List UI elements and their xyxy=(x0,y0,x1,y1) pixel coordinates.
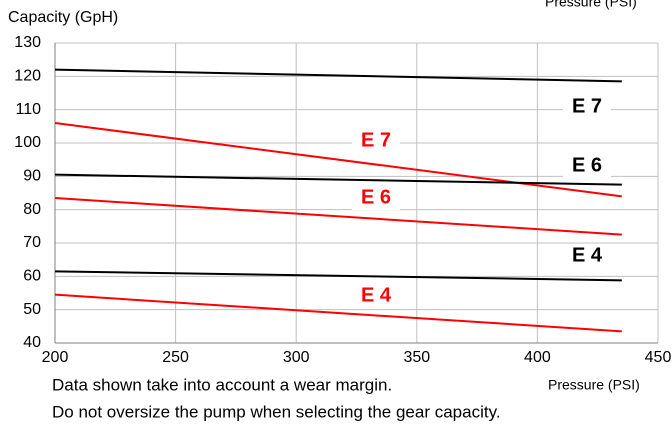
x-tick-label: 400 xyxy=(524,349,551,366)
series-line xyxy=(54,293,622,333)
x-tick-label: 350 xyxy=(403,349,430,366)
label-bg xyxy=(563,244,611,268)
series-label: E 4 xyxy=(572,244,603,266)
y-tick-label: 70 xyxy=(23,234,41,251)
x-tick-label: 200 xyxy=(42,349,69,366)
x-tick-label: 250 xyxy=(162,349,189,366)
series-line xyxy=(54,197,622,236)
y-axis-label: Capacity (GpH) xyxy=(8,9,118,26)
x-axis-label-top: Pressure (PSI) xyxy=(545,0,637,10)
note: Data shown take into account a wear marg… xyxy=(52,375,392,394)
series-label: E 6 xyxy=(572,154,602,176)
y-tick-label: 110 xyxy=(15,101,41,118)
series-line xyxy=(54,270,622,282)
y-tick-label: 60 xyxy=(23,268,41,285)
y-tick-label: 90 xyxy=(23,168,41,185)
series-label: E 4 xyxy=(361,284,392,306)
y-tick-label: 130 xyxy=(14,34,41,51)
y-tick-label: 120 xyxy=(14,68,41,85)
note: Do not oversize the pump when selecting … xyxy=(52,402,501,421)
y-tick-label: 50 xyxy=(23,301,41,318)
label-bg xyxy=(563,154,611,178)
x-tick-label: 300 xyxy=(283,349,310,366)
label-bg xyxy=(352,129,400,153)
series-line xyxy=(54,173,622,186)
series-line xyxy=(54,122,622,198)
label-bg xyxy=(563,95,611,119)
series-line xyxy=(54,68,622,83)
y-tick-label: 100 xyxy=(14,134,41,151)
x-axis-label: Pressure (PSI) xyxy=(548,377,640,393)
label-bg xyxy=(352,186,400,210)
series-label: E 7 xyxy=(361,129,391,151)
y-tick-label: 80 xyxy=(23,201,41,218)
series-label: E 7 xyxy=(572,95,602,117)
label-bg xyxy=(352,284,400,308)
series-label: E 6 xyxy=(361,186,391,208)
x-tick-label: 450 xyxy=(645,349,672,366)
y-tick-label: 40 xyxy=(23,334,41,351)
